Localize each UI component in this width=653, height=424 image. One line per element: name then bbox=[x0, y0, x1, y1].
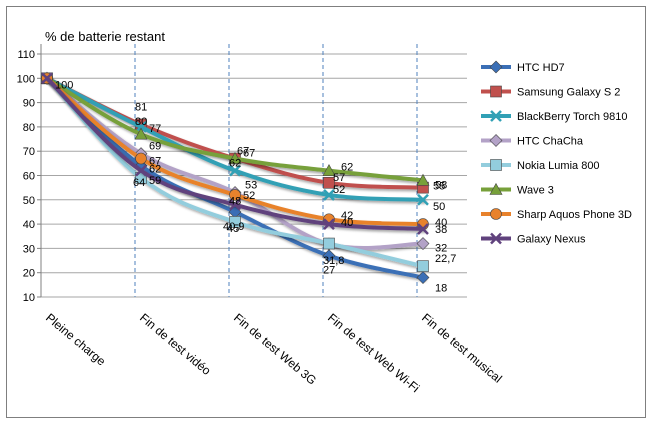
legend-swatch-marker bbox=[490, 208, 502, 220]
legend-item: HTC ChaCha bbox=[481, 134, 584, 148]
legend-swatch-marker bbox=[489, 60, 503, 74]
x-category-label: Pleine charge bbox=[43, 311, 108, 369]
legend-label: Galaxy Nexus bbox=[517, 234, 586, 246]
y-tick-label: 50 bbox=[23, 195, 35, 207]
x-category-label: Fin de test vidéo bbox=[137, 311, 214, 379]
data-point-marker bbox=[229, 216, 241, 228]
data-point-marker bbox=[135, 121, 147, 133]
legend-swatch-marker bbox=[490, 232, 502, 245]
y-tick-label: 40 bbox=[23, 219, 35, 231]
data-label: 52 bbox=[243, 190, 255, 202]
legend-swatch-marker bbox=[489, 182, 503, 195]
data-label: 27 bbox=[323, 265, 335, 277]
data-label: 58 bbox=[435, 179, 447, 191]
series-line bbox=[45, 76, 425, 231]
legend-item: Galaxy Nexus bbox=[481, 232, 586, 246]
data-label: 40,9 bbox=[223, 221, 244, 233]
data-label: 38 bbox=[435, 224, 447, 236]
data-point-marker bbox=[229, 198, 241, 211]
data-label: 57 bbox=[333, 172, 345, 184]
data-label: 52 bbox=[333, 184, 345, 196]
data-label: 31,8 bbox=[323, 255, 344, 267]
data-label: 42 bbox=[341, 210, 353, 222]
legend-swatch-marker bbox=[490, 110, 502, 122]
data-point-marker bbox=[416, 237, 430, 250]
data-label: 81 bbox=[135, 101, 147, 113]
data-point-marker bbox=[322, 164, 336, 176]
legend-item: BlackBerry Torch 9810 bbox=[481, 110, 627, 123]
data-label: 50 bbox=[433, 201, 445, 213]
legend-label: Samsung Galaxy S 2 bbox=[517, 87, 620, 99]
data-label: 100 bbox=[55, 79, 73, 91]
data-point-marker bbox=[417, 223, 429, 235]
y-tick-label: 80 bbox=[23, 122, 35, 134]
data-label: 59 bbox=[149, 175, 161, 187]
data-label: 69 bbox=[149, 141, 161, 153]
data-label: 18 bbox=[435, 283, 447, 295]
data-point-marker bbox=[135, 164, 147, 177]
data-point-marker bbox=[416, 173, 430, 186]
data-point-marker bbox=[323, 237, 335, 250]
data-label: 40 bbox=[435, 217, 447, 229]
x-category-label: Fin de test musical bbox=[419, 311, 505, 386]
legend-label: Nokia Lumia 800 bbox=[517, 160, 600, 172]
data-point-marker bbox=[322, 249, 336, 263]
y-tick-label: 100 bbox=[17, 73, 35, 85]
y-tick-label: 10 bbox=[23, 292, 35, 304]
y-tick-label: 90 bbox=[23, 98, 35, 110]
data-point-marker bbox=[416, 271, 430, 284]
data-point-marker bbox=[41, 72, 53, 85]
y-tick-label: 70 bbox=[23, 146, 35, 158]
y-tick-label: 30 bbox=[23, 243, 35, 255]
data-label: 62 bbox=[149, 164, 161, 176]
legend-item: Nokia Lumia 800 bbox=[481, 159, 600, 172]
data-point-marker bbox=[323, 189, 335, 201]
legend-item: HTC HD7 bbox=[481, 60, 565, 74]
data-point-marker bbox=[417, 260, 429, 272]
line-chart: 10 20 30 40 50 60 70 80 90 100 110 Pleine charge Fin… bbox=[17, 29, 632, 396]
data-label: 80 bbox=[135, 116, 147, 128]
legend-label: BlackBerry Torch 9810 bbox=[517, 111, 627, 123]
chart-frame: 10 20 30 40 50 60 70 80 90 100 110 Pleine charge Fin… bbox=[6, 6, 646, 418]
data-label: 67 bbox=[237, 145, 249, 157]
data-label: 32 bbox=[435, 243, 447, 255]
data-label: 40 bbox=[341, 217, 353, 229]
y-tick-label: 110 bbox=[17, 49, 35, 61]
data-label: 77 bbox=[149, 123, 161, 135]
legend-item: Samsung Galaxy S 2 bbox=[481, 85, 620, 99]
legend-label: Sharp Aquos Phone 3D bbox=[517, 209, 632, 221]
data-point-marker bbox=[323, 218, 335, 230]
data-point-marker bbox=[135, 152, 147, 165]
x-category-label: Fin de test Web 3G bbox=[231, 311, 319, 388]
legend-swatch-marker bbox=[489, 134, 503, 147]
y-axis-title: % de batterie restant bbox=[45, 29, 165, 44]
data-point-marker bbox=[229, 164, 241, 177]
data-label: 45 bbox=[227, 223, 239, 235]
data-point-marker bbox=[134, 127, 148, 140]
data-label: 55 bbox=[433, 181, 445, 193]
data-label: 53 bbox=[245, 180, 257, 192]
legend-label: HTC ChaCha bbox=[517, 136, 584, 148]
data-label: 22,7 bbox=[435, 253, 456, 265]
data-label: 67 bbox=[243, 147, 255, 159]
y-tick-label: 20 bbox=[23, 268, 35, 280]
data-label: 62 bbox=[229, 158, 241, 170]
legend-swatch-marker bbox=[490, 159, 502, 171]
legend-label: HTC HD7 bbox=[517, 62, 565, 74]
data-label: 62 bbox=[341, 162, 353, 174]
data-label: 64 bbox=[133, 177, 145, 189]
legend-swatch-marker bbox=[490, 85, 502, 98]
data-point-marker bbox=[229, 189, 241, 201]
y-tick-label: 60 bbox=[23, 171, 35, 183]
x-category-label: Fin de test Web Wi-Fi bbox=[325, 311, 422, 396]
legend-item: Sharp Aquos Phone 3D bbox=[481, 208, 632, 221]
data-point-marker bbox=[417, 193, 429, 206]
data-label: 67 bbox=[149, 155, 161, 167]
legend-item: Wave 3 bbox=[481, 182, 554, 197]
data-point-marker bbox=[228, 151, 242, 164]
data-label: 48 bbox=[229, 196, 241, 208]
data-point-marker bbox=[323, 176, 335, 189]
legend-label: Wave 3 bbox=[517, 185, 554, 197]
